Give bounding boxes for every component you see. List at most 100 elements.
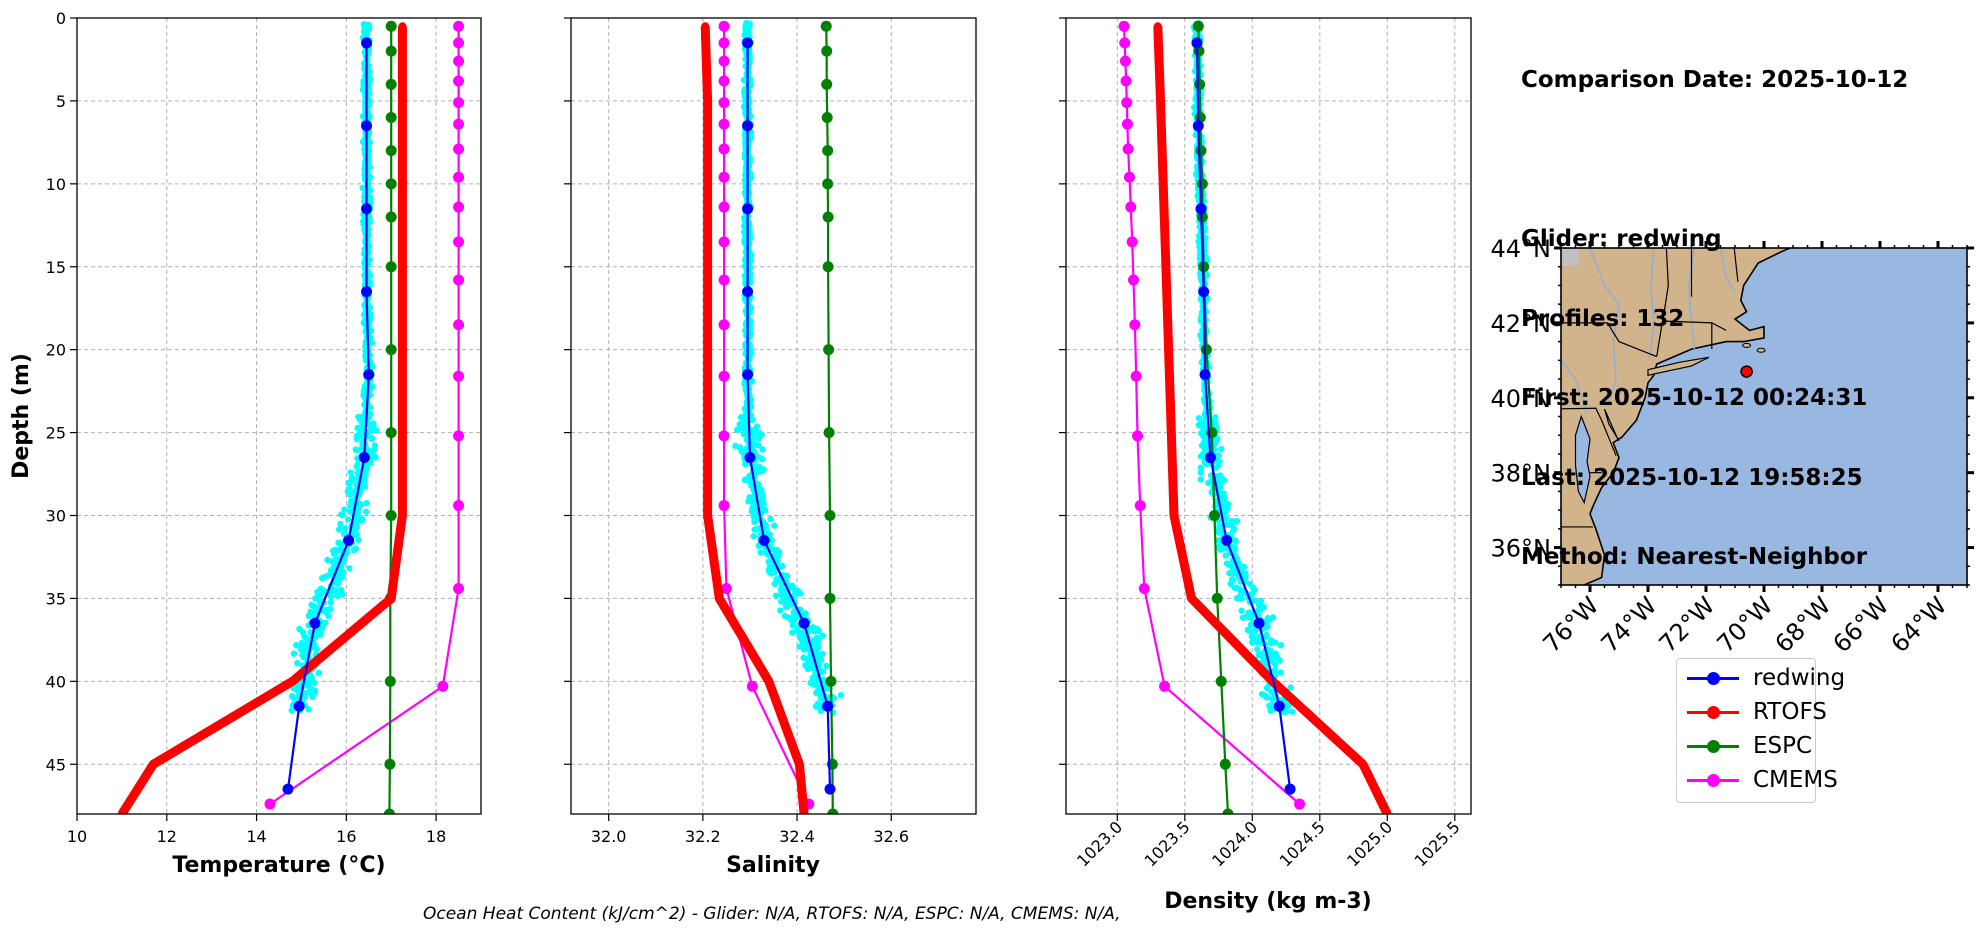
glider-obs-point	[348, 497, 355, 505]
series-point-cmems	[1121, 118, 1133, 130]
glider-obs-point	[1238, 607, 1245, 614]
map-canvas	[1561, 248, 1967, 585]
glider-obs-point	[334, 589, 342, 596]
glider-obs-point	[333, 579, 340, 586]
panel-density: 1023.0 1023.5 1024.0 1024.5 1025.0 1025.5 Dens…	[1059, 17, 1472, 914]
glider-obs-point	[778, 562, 786, 569]
glider-obs-point	[365, 21, 373, 29]
series-layer	[1118, 20, 1392, 814]
glider-obs-point	[341, 506, 348, 513]
x-axis-label: Density (kg m-3)	[1164, 889, 1372, 914]
series-point-redwing	[742, 203, 754, 215]
series-point-redwing	[343, 534, 355, 546]
series-point-redwing	[798, 617, 810, 629]
series-point-rtofs	[703, 345, 712, 354]
series-point-cmems	[718, 319, 730, 331]
glider-obs-point	[346, 490, 354, 497]
series-point-rtofs	[800, 810, 809, 814]
series-point-cmems	[718, 143, 730, 155]
glider-obs-point	[355, 536, 362, 544]
long-island	[1647, 356, 1710, 377]
glider-obs-point	[311, 609, 318, 617]
xtick-label: 16	[336, 827, 356, 846]
glider-obs-point	[335, 526, 343, 533]
series-point-cmems	[718, 55, 730, 67]
glider-obs-point	[1215, 452, 1222, 459]
glider-obs-point	[815, 643, 822, 650]
glider-obs-point	[1268, 652, 1276, 660]
legend-swatch-redwing	[1687, 663, 1739, 693]
ocean-heat-content-footer: Ocean Heat Content (kJ/cm^2) - Glider: N…	[423, 904, 1121, 924]
delaware-bay	[1603, 408, 1620, 442]
legend-label-espc: ESPC	[1753, 733, 1813, 759]
glider-obs-point	[1197, 476, 1205, 483]
ytick-label: 25	[46, 424, 66, 443]
glider-obs-point	[362, 29, 369, 36]
glider-obs-point	[760, 499, 767, 506]
series-point-cmems	[453, 20, 465, 32]
xtick-label: 32.4	[779, 827, 815, 846]
series-point-espc	[385, 178, 397, 190]
glider-obs-point	[299, 629, 307, 636]
series-point-rtofs	[1156, 96, 1165, 105]
glider-obs-point	[1269, 658, 1277, 665]
series-point-cmems	[720, 582, 732, 594]
series-point-cmems	[1130, 370, 1142, 382]
series-point-redwing	[361, 286, 373, 298]
land-area	[1561, 248, 1793, 585]
glider-obs-point	[1197, 469, 1204, 476]
xtick-label: 14	[246, 827, 266, 846]
glider-obs-point	[293, 641, 300, 649]
series-point-redwing	[758, 534, 770, 546]
glider-obs-point	[772, 580, 779, 587]
glider-obs-point	[344, 516, 352, 523]
series-point-rtofs	[398, 179, 407, 188]
info-block: Comparison Date: 2025-10-12 Glider: redw…	[1521, 14, 1908, 597]
glider-obs-point	[753, 423, 761, 430]
glider-obs-point	[772, 592, 780, 599]
ytick-label: 40	[46, 672, 66, 691]
series-point-rtofs	[764, 677, 773, 686]
series-point-espc	[821, 45, 833, 57]
series-point-espc	[385, 20, 397, 32]
xtick-label: 32.0	[591, 827, 627, 846]
legend-label-redwing: redwing	[1753, 665, 1846, 691]
series-point-cmems	[718, 171, 730, 183]
glider-obs-point	[355, 413, 362, 421]
series-point-espc	[385, 112, 397, 123]
series-point-rtofs	[703, 428, 712, 437]
glider-obs-point	[360, 474, 367, 481]
glider-obs-point	[1251, 586, 1258, 594]
glider-obs-point	[321, 573, 329, 581]
series-point-espc	[1211, 592, 1223, 604]
glider-obs-point	[362, 239, 369, 246]
panel-temperature: 0 5 10 15 20 25 30 35 40 45 10 12 14 16 18 Temperature …	[46, 9, 482, 878]
ytick-label: 5	[56, 92, 66, 111]
series-point-redwing	[744, 451, 756, 463]
series-point-cmems	[453, 37, 465, 49]
glider-obs-point	[308, 601, 315, 609]
series-point-cmems	[1294, 798, 1306, 810]
series-point-cmems	[1132, 430, 1144, 442]
glider-obs-point	[789, 622, 797, 629]
river	[1719, 248, 1736, 294]
xtick-label: 1025.0	[1343, 817, 1396, 870]
glider-obs-point	[734, 426, 741, 433]
series-point-espc	[385, 145, 397, 157]
glider-obs-point	[1277, 641, 1285, 649]
glider-obs-point	[1264, 623, 1271, 630]
series-point-redwing	[1198, 286, 1210, 298]
glider-obs-point	[307, 689, 314, 696]
glider-obs-point	[1276, 657, 1283, 664]
glider-obs-point	[1220, 498, 1228, 506]
glider-obs-point	[372, 454, 379, 461]
glider-obs-point	[1220, 490, 1227, 497]
lon-tick-label: 64°W	[1886, 591, 1953, 658]
chesapeake-bay	[1574, 414, 1591, 505]
glider-obs-point	[363, 499, 370, 507]
lat-tick-label: 40°N	[1491, 385, 1552, 413]
method: Method: Nearest-Neighbor	[1521, 544, 1868, 570]
glider-obs-point	[1271, 667, 1279, 674]
series-point-cmems	[1126, 236, 1138, 248]
glider-obs-point	[337, 520, 344, 528]
